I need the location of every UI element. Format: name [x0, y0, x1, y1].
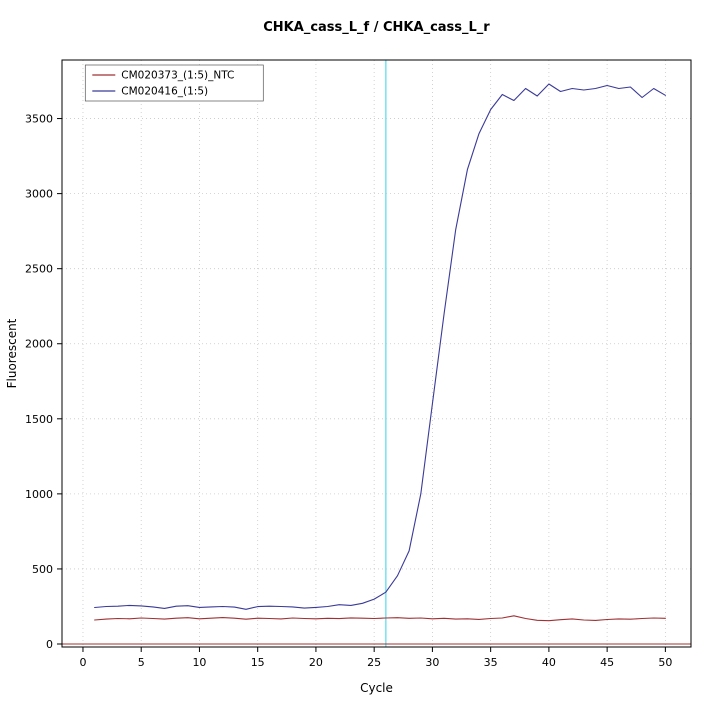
x-tick-label: 25 — [367, 656, 381, 669]
x-tick-label: 30 — [425, 656, 439, 669]
x-tick-label: 0 — [79, 656, 86, 669]
legend-label: CM020416_(1:5) — [121, 86, 208, 98]
y-tick-label: 1000 — [25, 488, 53, 501]
x-tick-label: 45 — [600, 656, 614, 669]
x-axis-title: Cycle — [360, 681, 393, 695]
x-tick-label: 5 — [138, 656, 145, 669]
y-tick-label: 2500 — [25, 263, 53, 276]
y-tick-label: 2000 — [25, 338, 53, 351]
x-tick-label: 35 — [484, 656, 498, 669]
plot-border — [61, 59, 692, 648]
x-tick-label: 20 — [309, 656, 323, 669]
y-tick-label: 3500 — [25, 113, 53, 126]
y-tick-label: 0 — [46, 638, 53, 651]
chart-title: CHKA_cass_L_f / CHKA_cass_L_r — [263, 20, 490, 35]
x-tick-label: 10 — [192, 656, 206, 669]
x-tick-label: 15 — [251, 656, 265, 669]
y-tick-label: 500 — [32, 563, 53, 576]
y-tick-label: 3000 — [25, 188, 53, 201]
x-tick-label: 50 — [658, 656, 672, 669]
y-tick-label: 1500 — [25, 413, 53, 426]
legend-box — [84, 64, 264, 102]
x-tick-label: 40 — [542, 656, 556, 669]
y-axis-title: Fluorescent — [5, 318, 19, 388]
series-line-0 — [94, 615, 666, 622]
legend-label: CM020373_(1:5)_NTC — [121, 70, 234, 82]
series-line-1 — [94, 83, 666, 610]
